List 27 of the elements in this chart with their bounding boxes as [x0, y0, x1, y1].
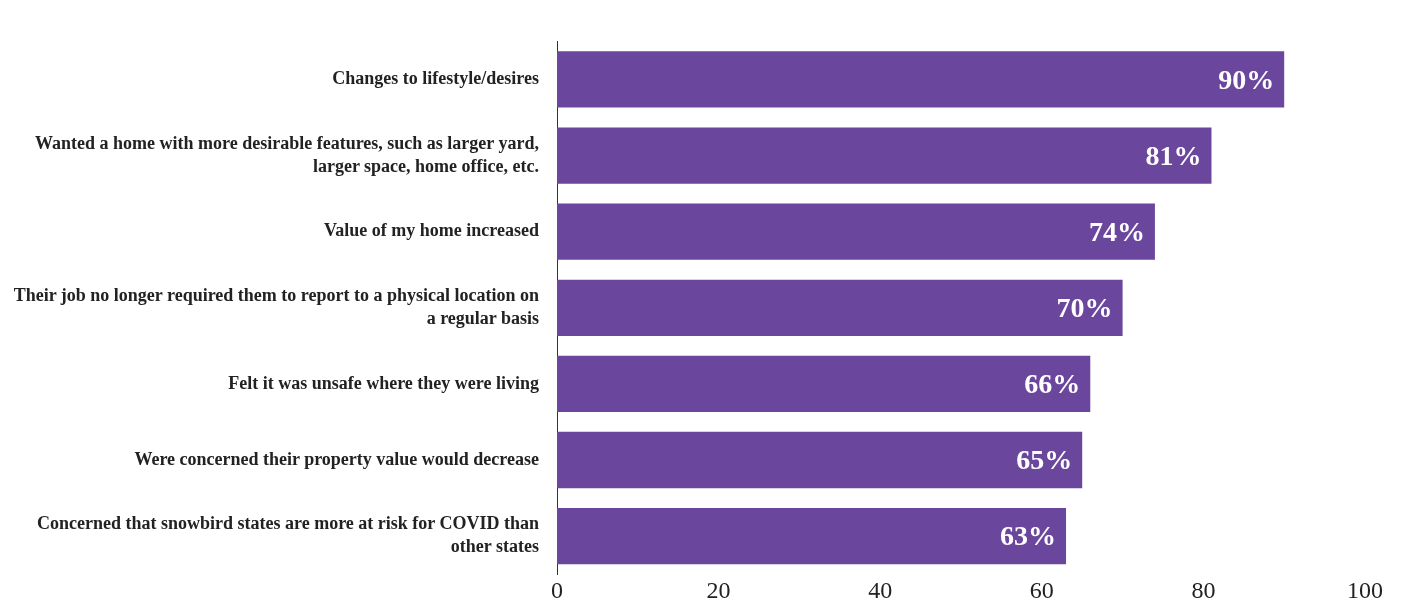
x-tick-label: 20: [706, 576, 731, 603]
bar: [557, 203, 1155, 260]
y-tick-label: Felt it was unsafe where they were living: [228, 372, 539, 393]
x-tick-label: 60: [1029, 576, 1054, 603]
y-tick-label: Value of my home increased: [324, 220, 539, 241]
data-label: 74%: [1088, 215, 1145, 247]
data-label: 66%: [1024, 368, 1081, 400]
y-tick-label: Wanted a home with more desirable features, such as larger yard, larger space, home office, etc.: [35, 132, 539, 176]
data-label: 90%: [1218, 63, 1275, 95]
data-label: 81%: [1145, 139, 1202, 171]
bar: [557, 51, 1285, 108]
y-tick-label: Were concerned their property value would decrease: [134, 448, 540, 469]
x-tick-label: 0: [551, 576, 563, 603]
y-tick-label: Concerned that snowbird states are more at risk for COVID than other states: [37, 513, 539, 557]
data-label: 70%: [1056, 292, 1113, 324]
bar: [557, 431, 1083, 489]
bar: [557, 507, 1067, 565]
data-label: 63%: [1000, 520, 1057, 552]
bar: [557, 355, 1091, 413]
data-label: 65%: [1016, 444, 1073, 476]
x-tick-label: 80: [1191, 576, 1216, 603]
bar: [557, 279, 1123, 336]
x-tick-label: 40: [868, 576, 893, 603]
bar: [557, 127, 1212, 184]
y-tick-label: Changes to lifestyle/desires: [332, 68, 539, 89]
y-tick-label: Their job no longer required them to report to a physical location on a regular basis: [13, 284, 539, 329]
x-tick-label: 100: [1347, 576, 1383, 603]
